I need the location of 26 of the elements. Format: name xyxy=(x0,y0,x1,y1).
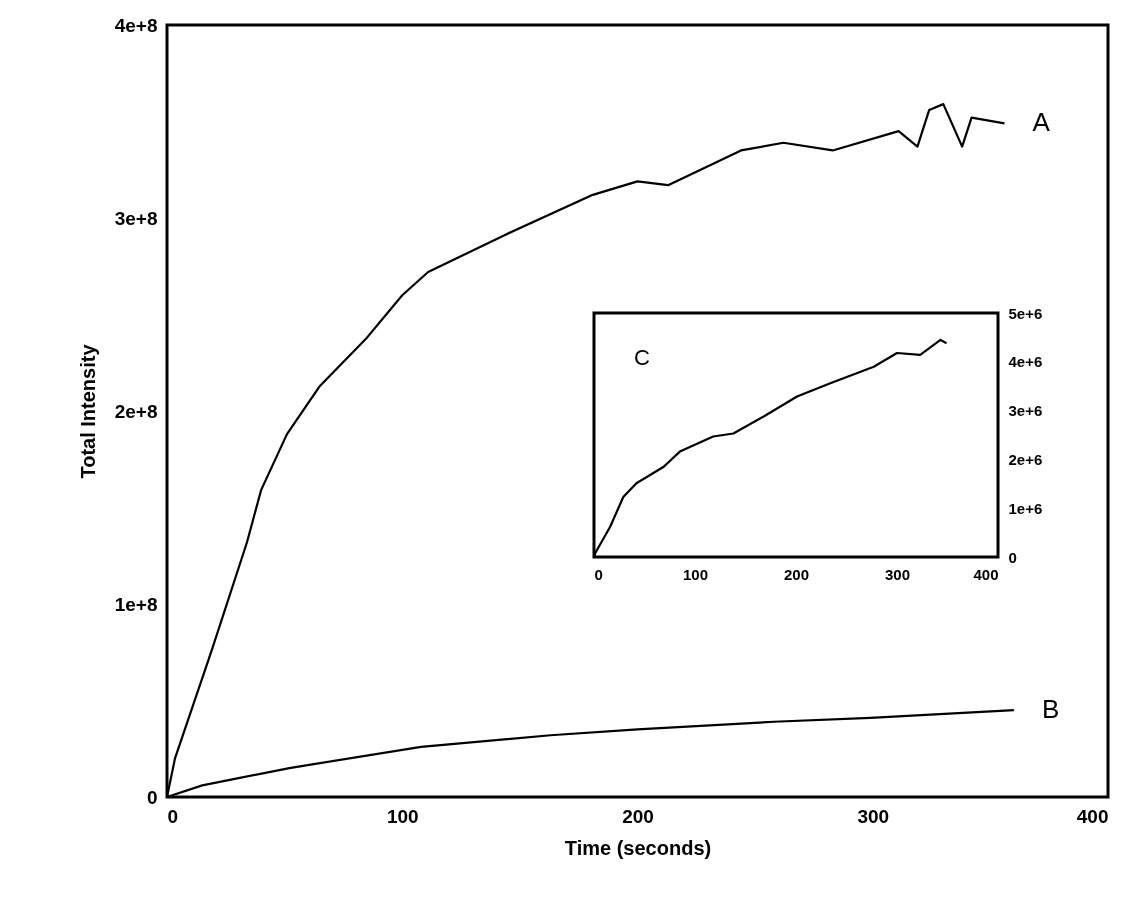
x-tick-label: 200 xyxy=(622,805,654,827)
text: C xyxy=(634,345,650,370)
y-tick-label: 2e+6 xyxy=(1008,450,1043,468)
x-tick-label: 200 xyxy=(783,565,810,583)
x-axis-title: Time (seconds) xyxy=(564,836,712,859)
y-axis-title: Total Intensity xyxy=(76,343,99,479)
y-tick-label: 1e+8 xyxy=(114,593,158,615)
x-tick-label: 0 xyxy=(594,565,603,583)
y-tick-label: 4e+8 xyxy=(114,14,158,36)
y-tick-label: 5e+6 xyxy=(1008,304,1043,322)
y-tick-label: 2e+8 xyxy=(114,400,158,422)
y-tick-label: 1e+6 xyxy=(1008,499,1043,517)
y-tick-label: 3e+8 xyxy=(114,207,158,229)
x-tick-label: 400 xyxy=(1076,805,1109,827)
series-label: B xyxy=(1041,694,1060,725)
y-tick-label: 0 xyxy=(1008,548,1017,566)
x-tick-label: 300 xyxy=(857,805,890,827)
x-tick-label: 400 xyxy=(973,565,999,583)
x-tick-label: 0 xyxy=(167,805,179,827)
x-tick-label: 100 xyxy=(386,805,419,827)
x-tick-label: 100 xyxy=(682,565,709,583)
y-tick-label: 3e+6 xyxy=(1008,402,1043,420)
y-tick-label: 0 xyxy=(146,786,158,808)
y-tick-label: 4e+6 xyxy=(1008,353,1043,371)
series-label: A xyxy=(1032,107,1051,138)
x-tick-label: 300 xyxy=(884,565,911,583)
